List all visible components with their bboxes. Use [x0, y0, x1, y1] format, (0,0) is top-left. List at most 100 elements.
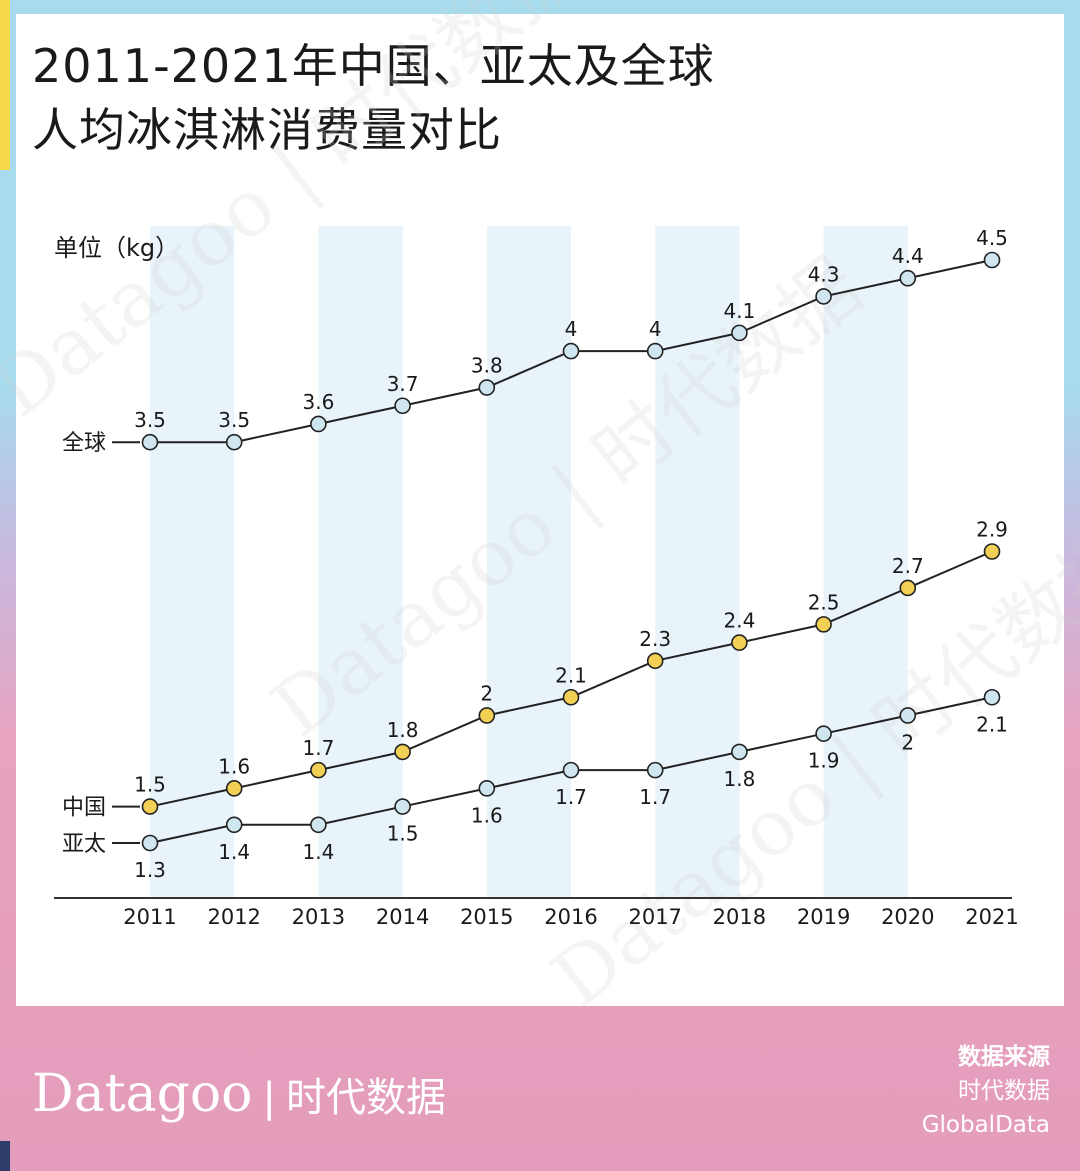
data-point [899, 579, 917, 597]
data-point [731, 743, 748, 761]
data-label: 3.5 [218, 408, 250, 432]
data-label: 4.3 [808, 262, 840, 286]
data-label: 2.1 [555, 663, 587, 687]
data-label: 2.1 [976, 712, 1008, 736]
data-point [562, 688, 580, 706]
data-label: 4.5 [976, 226, 1008, 250]
data-point [141, 798, 159, 815]
data-point [225, 433, 243, 451]
data-point [731, 634, 748, 651]
x-tick-label: 2019 [797, 905, 850, 929]
year-stripe [318, 226, 403, 898]
source-title: 数据来源 [958, 1044, 1050, 1070]
x-tick-label: 2015 [460, 905, 513, 929]
data-point [310, 816, 327, 834]
data-point [646, 652, 664, 670]
data-label: 1.6 [218, 754, 250, 778]
legend-label: 亚太 [62, 832, 106, 857]
data-point [815, 616, 832, 633]
data-label: 1.7 [302, 736, 334, 760]
data-label: 1.7 [639, 785, 671, 809]
data-label: 2.5 [808, 590, 840, 614]
data-point [562, 342, 580, 360]
data-label: 1.8 [387, 718, 419, 742]
year-stripe [150, 226, 235, 898]
data-label: 3.5 [134, 408, 166, 432]
data-point [141, 433, 159, 451]
brand-cn: 时代数据 [285, 1075, 446, 1121]
data-label: 1.9 [808, 749, 840, 773]
data-point [731, 324, 748, 342]
data-point [478, 379, 496, 396]
title-line-2: 人均冰淇淋消费量对比 [32, 103, 502, 157]
data-point [646, 761, 664, 779]
series-全球: 全球 3.5 3.5 3.6 3.7 3.8 4 4 4.1 4.3 4.4 4.5 [62, 226, 1008, 456]
data-point [478, 707, 496, 724]
x-tick-label: 2013 [292, 905, 345, 929]
data-point [815, 725, 832, 742]
brand-logo-text: Datagoo [32, 1064, 253, 1124]
legend-label: 全球 [62, 431, 106, 456]
data-label: 2 [901, 730, 914, 754]
data-label: 1.5 [134, 773, 166, 797]
source-line-1: 时代数据 [958, 1078, 1050, 1104]
data-label: 4.4 [892, 244, 924, 268]
data-point [899, 269, 917, 287]
data-point [225, 816, 243, 834]
x-tick-label: 2016 [544, 905, 597, 929]
year-stripes [150, 226, 908, 898]
x-tick-label: 2021 [965, 905, 1018, 929]
series-中国: 中国 1.5 1.6 1.7 1.8 2 2.1 2.3 2.4 2.5 2.7 2.9 [62, 518, 1008, 821]
data-label: 1.4 [302, 840, 334, 864]
data-point [394, 798, 411, 815]
data-label: 3.8 [471, 354, 503, 378]
data-label: 1.7 [555, 785, 587, 809]
x-tick-label: 2017 [628, 905, 681, 929]
data-source: 数据来源 时代数据 GlobalData [922, 1040, 1050, 1142]
x-tick-label: 2018 [713, 905, 766, 929]
x-tick-label: 2011 [123, 905, 176, 929]
footer-brand: Datagoo | 时代数据 [32, 1064, 446, 1124]
data-point [983, 543, 1001, 560]
data-label: 1.5 [387, 822, 419, 846]
data-label: 1.3 [134, 858, 166, 882]
data-point [394, 743, 411, 761]
data-point [983, 251, 1001, 269]
data-label: 3.6 [302, 390, 334, 414]
data-point [478, 780, 496, 797]
data-label: 2.4 [723, 609, 755, 633]
page-title: 2011-2021年中国、亚太及全球 人均冰淇淋消费量对比 [32, 34, 715, 162]
brand-separator: | [262, 1075, 276, 1121]
year-stripe [655, 226, 740, 898]
data-point [225, 780, 243, 797]
title-line-1: 2011-2021年中国、亚太及全球 [32, 39, 715, 93]
series-亚太: 亚太 1.3 1.4 1.4 1.5 1.6 1.7 1.7 1.8 1.9 2 2.1 [62, 688, 1008, 882]
source-line-2: GlobalData [921, 1112, 1050, 1138]
data-point [562, 761, 580, 779]
data-point [983, 688, 1001, 706]
data-point [815, 288, 832, 305]
bottom-accent-bar [0, 1141, 10, 1171]
data-label: 2 [480, 681, 493, 705]
data-label: 2.9 [976, 518, 1008, 542]
x-tick-label: 2020 [881, 905, 934, 929]
data-label: 3.7 [387, 372, 419, 396]
data-label: 2.3 [639, 627, 671, 651]
unit-label: 单位（kg） [54, 234, 179, 262]
data-point [310, 761, 327, 779]
x-axis-tick-labels: 2011 2012 2013 2014 2015 2016 2017 2018 2019 2020… [123, 905, 1018, 929]
data-label: 4 [565, 317, 578, 341]
data-label: 1.6 [471, 803, 503, 827]
x-tick-label: 2014 [376, 905, 429, 929]
year-stripe [823, 226, 908, 898]
data-point [310, 415, 327, 433]
data-point [141, 834, 159, 852]
left-accent-bar [0, 0, 10, 170]
data-point [646, 342, 664, 360]
series-group: 全球 3.5 3.5 3.6 3.7 3.8 4 4 4.1 4.3 4.4 4.5 中国 1.5 1.6 1… [62, 226, 1008, 882]
x-tick-label: 2012 [207, 905, 260, 929]
legend-label: 中国 [62, 796, 106, 821]
data-point [394, 397, 411, 415]
data-label: 4 [649, 317, 662, 341]
